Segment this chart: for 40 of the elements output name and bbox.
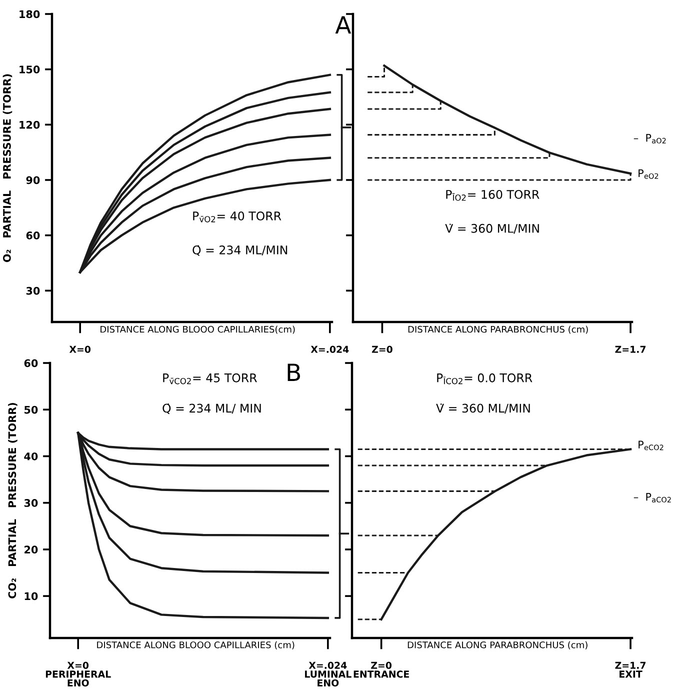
- annotation: P$_{v̄O2}$= 40 TORR: [193, 212, 282, 222]
- y-tick-label: 90: [26, 176, 40, 184]
- annotation: V̇ = 360 ML/MIN: [436, 404, 530, 414]
- x-tick-label: X=0: [69, 346, 91, 353]
- y-tick-label: 40: [24, 452, 38, 460]
- y-tick-label: 60: [26, 232, 40, 240]
- y-tick-label: 150: [20, 66, 40, 74]
- x-tick-label: X=.024 LUMINAL ENO: [305, 662, 352, 686]
- chart-title: B: [288, 364, 300, 381]
- text: P$_{eCO2}$: [638, 440, 664, 450]
- x-tick-label: Z=1.7: [615, 346, 646, 353]
- y-tick-label: 180: [20, 10, 40, 18]
- x-axis-title: DISTANCE ALONG PARABRONCHUS (cm): [408, 641, 588, 650]
- annotation: Q̇ = 234 ML/ MIN: [162, 404, 261, 414]
- text: – P$_{aO2}$: [634, 134, 666, 144]
- annotation: P$_{ĪCO2}$= 0.0 TORR: [437, 373, 532, 384]
- x-axis-title: DISTANCE ALONG PARABRONCHUS (cm): [408, 326, 588, 334]
- text: – P$_{aCO2}$: [634, 493, 671, 502]
- x-tick-label: Z=1.7 EXIT: [615, 662, 646, 678]
- y-tick-label: 30: [26, 286, 40, 295]
- x-tick-label: X=.024: [310, 346, 349, 353]
- text: P$_{eO2}$: [638, 169, 658, 179]
- chart-title: A: [335, 16, 352, 34]
- y-tick-label: 60: [24, 359, 38, 368]
- y-axis-title: CO₂ PARTIAL PRESSURE (TORR): [8, 402, 18, 598]
- x-tick-label: Z=0: [372, 346, 392, 353]
- y-axis-title: O₂ PARTIAL PRESSURE (TORR): [2, 74, 12, 262]
- y-tick-label: 30: [24, 499, 38, 507]
- x-axis-title: DISTANCE ALONG BLOOO CAPILLARIES (cm): [97, 641, 294, 650]
- x-tick-label: X=0 PERIPHERAL ENO: [46, 662, 111, 686]
- x-tick-label: Z=0 ENTRANCE: [354, 662, 409, 678]
- y-tick-label: 10: [24, 592, 38, 600]
- y-tick-label: 20: [24, 546, 38, 554]
- annotation: P$_{ĪO2}$= 160 TORR: [446, 190, 540, 201]
- annotation: V̇ = 360 ML/MIN: [445, 224, 539, 234]
- y-tick-label: 50: [24, 406, 38, 414]
- annotation: Q̇ = 234 ML/MIN: [192, 245, 288, 256]
- y-tick-label: 120: [20, 120, 40, 129]
- x-axis-title: DISTANCE ALONG BLOOO CAPILLARIES(cm): [100, 326, 295, 334]
- annotation: P$_{v̄CO2}$= 45 TORR: [163, 373, 257, 384]
